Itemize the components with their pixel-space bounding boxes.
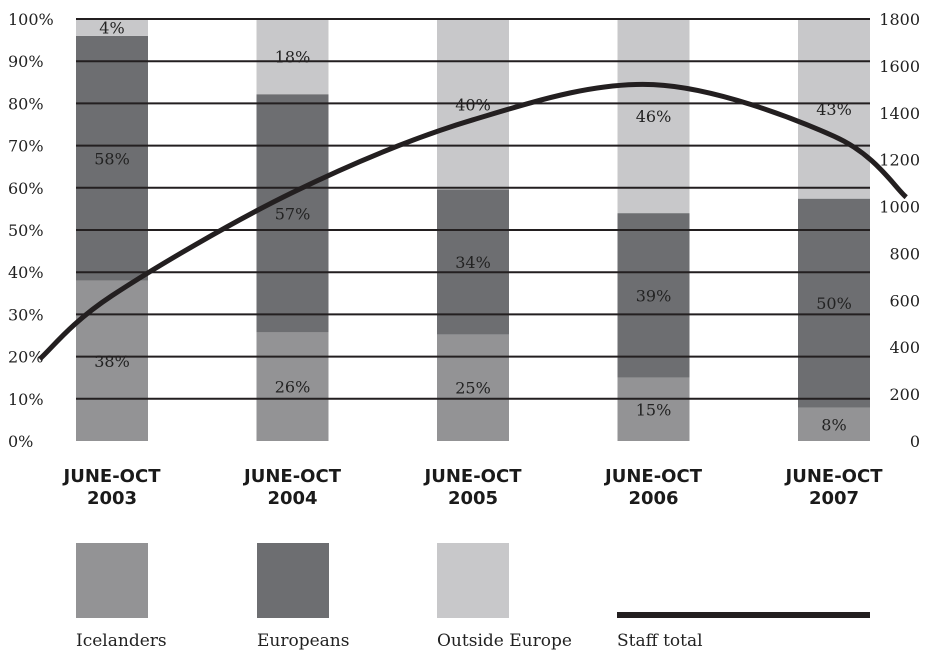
legend-label: Staff total xyxy=(617,631,703,651)
right-tick-label: 200 xyxy=(889,385,920,404)
right-axis-ticks: 0 200 400 600 800 1000 1200 1400 1600 1800 xyxy=(879,10,920,451)
bar-segment-icelanders xyxy=(256,332,329,441)
category-label: 2007 xyxy=(809,488,859,509)
gridlines xyxy=(76,18,870,400)
data-label: 40% xyxy=(455,95,491,114)
bar-segment-europeans xyxy=(437,189,509,335)
right-tick-label: 0 xyxy=(910,432,920,451)
left-axis-ticks: 0% 10% 20% 30% 40% 50% 60% 70% 80% 90% 100% xyxy=(8,10,54,451)
bar-segment-europeans xyxy=(76,35,148,281)
bar-segment-europeans xyxy=(617,213,690,378)
legend-label: Europeans xyxy=(257,631,349,651)
bar-segment-icelanders xyxy=(437,334,509,441)
left-tick-label: 90% xyxy=(8,52,44,71)
bar-segment-outside-europe xyxy=(798,19,870,199)
data-label: 38% xyxy=(94,352,130,371)
data-label: 18% xyxy=(275,48,311,67)
data-label: 34% xyxy=(455,253,491,272)
data-label: 50% xyxy=(816,294,852,313)
data-label: 43% xyxy=(816,100,852,119)
category-label: JUNE-OCT xyxy=(784,466,884,487)
right-tick-label: 1400 xyxy=(879,104,920,123)
category-label: 2005 xyxy=(448,488,498,509)
data-label: 15% xyxy=(636,400,672,419)
data-label: 39% xyxy=(636,286,672,305)
left-tick-label: 50% xyxy=(8,221,44,240)
category-label: JUNE-OCT xyxy=(423,466,523,487)
data-label: 57% xyxy=(275,204,311,223)
left-tick-label: 40% xyxy=(8,263,44,282)
category-label: JUNE-OCT xyxy=(242,466,342,487)
left-tick-label: 30% xyxy=(8,305,44,324)
bar-segment-outside-europe xyxy=(76,19,148,36)
category-label: 2004 xyxy=(267,488,317,509)
right-tick-label: 1200 xyxy=(879,151,920,170)
bar-segment-europeans xyxy=(798,198,870,408)
bar-segment-icelanders xyxy=(617,377,690,441)
legend-swatch-staff-total xyxy=(617,612,870,618)
category-labels: JUNE-OCT2003JUNE-OCT2004JUNE-OCT2005JUNE… xyxy=(62,466,884,509)
data-label: 26% xyxy=(275,378,311,397)
category-label: JUNE-OCT xyxy=(603,466,703,487)
legend: Icelanders Europeans Outside Europe Staff t… xyxy=(76,543,870,651)
staff-total-line xyxy=(38,81,908,361)
category-label: 2006 xyxy=(628,488,678,509)
bar-segment-icelanders xyxy=(798,407,870,441)
legend-label: Icelanders xyxy=(76,631,167,651)
right-tick-label: 600 xyxy=(889,291,920,310)
left-tick-label: 80% xyxy=(8,94,44,113)
bar-segment-outside-europe xyxy=(617,19,690,214)
data-label: 8% xyxy=(821,415,846,434)
category-label: JUNE-OCT xyxy=(62,466,162,487)
right-tick-label: 1600 xyxy=(879,57,920,76)
category-label: 2003 xyxy=(87,488,137,509)
legend-swatch-outside-europe xyxy=(437,543,509,618)
legend-swatch-icelanders xyxy=(76,543,148,618)
legend-label: Outside Europe xyxy=(437,631,572,651)
right-tick-label: 1800 xyxy=(879,10,920,29)
legend-swatch-europeans xyxy=(257,543,329,618)
data-label: 25% xyxy=(455,379,491,398)
bar-segment-icelanders xyxy=(76,280,148,441)
bars xyxy=(76,19,870,441)
staff-total-line-layer xyxy=(38,81,908,361)
right-tick-label: 800 xyxy=(889,244,920,263)
bar-labels: 38% 58% 4% 26% 57% 18% 25% 34% 40% 15% 39% 46% 8% 50%… xyxy=(94,18,852,434)
left-tick-label: 10% xyxy=(8,390,44,409)
left-tick-label: 70% xyxy=(8,137,44,156)
left-tick-label: 100% xyxy=(8,10,54,29)
left-tick-label: 20% xyxy=(8,348,44,367)
left-tick-label: 60% xyxy=(8,179,44,198)
data-label: 46% xyxy=(636,107,672,126)
data-label: 4% xyxy=(99,18,124,37)
bar-segment-europeans xyxy=(256,94,329,333)
right-tick-label: 400 xyxy=(889,338,920,357)
bar-segment-outside-europe xyxy=(256,19,329,95)
left-tick-label: 0% xyxy=(8,432,33,451)
right-tick-label: 1000 xyxy=(879,198,920,217)
data-label: 58% xyxy=(94,149,130,168)
